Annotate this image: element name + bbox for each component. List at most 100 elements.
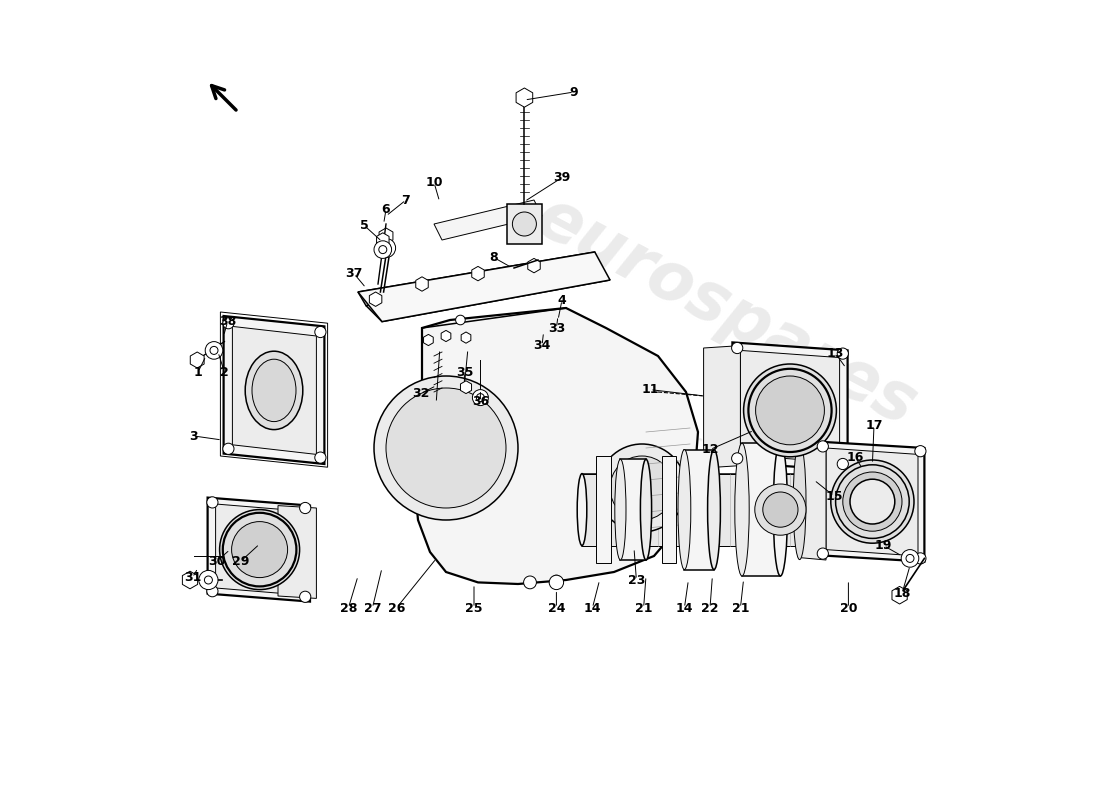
Text: 1: 1 <box>194 366 202 378</box>
Circle shape <box>223 443 234 454</box>
Circle shape <box>386 388 506 508</box>
Circle shape <box>549 575 563 590</box>
Polygon shape <box>507 204 542 244</box>
Polygon shape <box>190 352 205 368</box>
Text: 21: 21 <box>732 602 749 614</box>
Circle shape <box>756 376 824 445</box>
Text: 32: 32 <box>411 387 429 400</box>
Polygon shape <box>208 498 310 602</box>
Circle shape <box>299 502 311 514</box>
Polygon shape <box>620 459 646 560</box>
Circle shape <box>382 243 390 253</box>
Text: 18: 18 <box>893 587 911 600</box>
Text: 6: 6 <box>382 203 390 216</box>
Text: 27: 27 <box>364 602 382 614</box>
Text: 17: 17 <box>866 419 882 432</box>
Circle shape <box>472 390 488 406</box>
Text: 19: 19 <box>874 539 892 552</box>
Text: 21: 21 <box>635 602 652 614</box>
Text: 33: 33 <box>548 322 565 334</box>
Circle shape <box>205 576 212 584</box>
Text: eurospares: eurospares <box>525 184 927 440</box>
Text: 36: 36 <box>472 395 490 408</box>
Polygon shape <box>704 346 740 468</box>
Circle shape <box>378 246 387 254</box>
Ellipse shape <box>735 443 749 576</box>
Circle shape <box>299 591 311 602</box>
Text: 8: 8 <box>490 251 498 264</box>
Ellipse shape <box>245 351 302 430</box>
Text: 3: 3 <box>189 430 198 442</box>
Text: 10: 10 <box>426 176 442 189</box>
Polygon shape <box>232 326 317 454</box>
Polygon shape <box>516 88 532 107</box>
Circle shape <box>915 553 926 564</box>
Circle shape <box>374 376 518 520</box>
Circle shape <box>598 444 686 532</box>
Circle shape <box>315 326 326 338</box>
Circle shape <box>455 315 465 325</box>
Polygon shape <box>183 571 198 589</box>
Circle shape <box>315 452 326 463</box>
Circle shape <box>732 342 742 354</box>
Circle shape <box>850 479 894 524</box>
Text: 29: 29 <box>232 555 249 568</box>
Ellipse shape <box>252 359 296 422</box>
Polygon shape <box>596 456 611 563</box>
Polygon shape <box>223 316 324 464</box>
Circle shape <box>843 472 902 531</box>
Text: 14: 14 <box>675 602 693 614</box>
Circle shape <box>210 346 218 354</box>
Text: 13: 13 <box>827 347 845 360</box>
Polygon shape <box>461 332 471 343</box>
Text: 39: 39 <box>553 171 571 184</box>
Text: 28: 28 <box>340 602 358 614</box>
Text: 23: 23 <box>628 574 645 586</box>
Circle shape <box>837 458 848 470</box>
Polygon shape <box>366 264 610 322</box>
Ellipse shape <box>707 450 721 570</box>
Circle shape <box>199 570 218 590</box>
Polygon shape <box>818 442 924 562</box>
Polygon shape <box>733 342 848 470</box>
Polygon shape <box>379 228 393 244</box>
Circle shape <box>513 212 537 236</box>
Ellipse shape <box>640 459 651 560</box>
Circle shape <box>762 492 798 527</box>
Circle shape <box>524 576 537 589</box>
Ellipse shape <box>793 443 806 560</box>
Circle shape <box>551 575 561 585</box>
Polygon shape <box>461 381 472 394</box>
Text: 26: 26 <box>387 602 405 614</box>
Ellipse shape <box>578 474 586 546</box>
Polygon shape <box>740 350 839 462</box>
Text: 5: 5 <box>360 219 368 232</box>
Text: 37: 37 <box>345 267 363 280</box>
Text: a passion for parts since: a passion for parts since <box>580 374 808 506</box>
Polygon shape <box>434 200 542 240</box>
Circle shape <box>744 364 836 457</box>
Text: 1985: 1985 <box>673 471 762 537</box>
Text: 30: 30 <box>208 555 226 568</box>
Text: 22: 22 <box>702 602 718 614</box>
Polygon shape <box>684 450 714 570</box>
Ellipse shape <box>773 443 788 576</box>
Circle shape <box>906 554 914 562</box>
Polygon shape <box>441 330 451 342</box>
Polygon shape <box>370 292 382 306</box>
Text: 7: 7 <box>402 194 410 206</box>
Polygon shape <box>662 456 676 563</box>
Ellipse shape <box>678 450 691 570</box>
Polygon shape <box>826 448 918 556</box>
Text: 11: 11 <box>641 383 659 396</box>
Text: 16: 16 <box>847 451 865 464</box>
Polygon shape <box>424 334 433 346</box>
Circle shape <box>901 550 918 567</box>
Text: 2: 2 <box>220 366 229 378</box>
Text: 9: 9 <box>570 86 579 98</box>
Polygon shape <box>358 252 610 322</box>
Circle shape <box>207 586 218 597</box>
Text: 14: 14 <box>584 602 602 614</box>
Text: 24: 24 <box>548 602 565 614</box>
Circle shape <box>915 446 926 457</box>
